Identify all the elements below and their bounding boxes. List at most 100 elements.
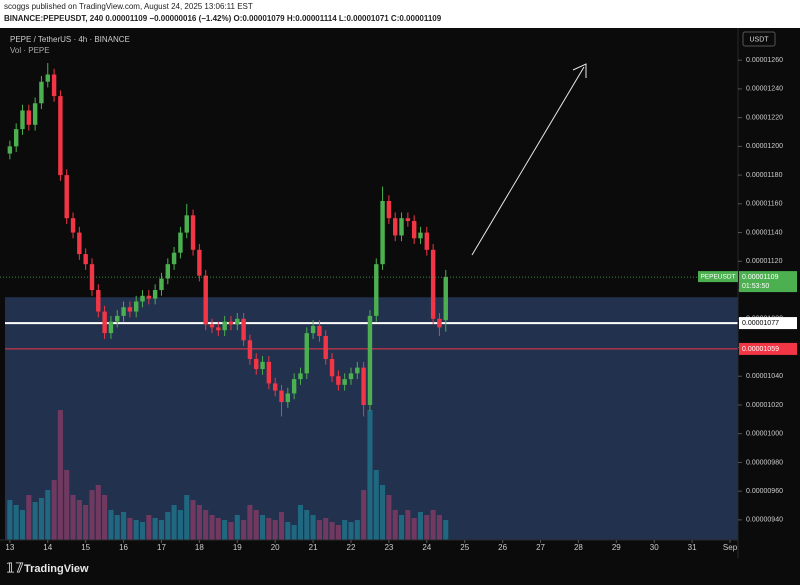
volume-bar xyxy=(260,515,266,540)
volume-bar xyxy=(304,510,310,540)
footer xyxy=(0,558,800,580)
volume-bar xyxy=(348,522,354,540)
candle-body xyxy=(348,373,354,380)
volume-bar xyxy=(253,510,259,540)
candle-body xyxy=(247,340,253,359)
candle-body xyxy=(64,175,69,219)
candle-body xyxy=(304,333,309,374)
volume-bar xyxy=(361,490,367,540)
x-tick-label: 13 xyxy=(5,543,14,552)
level-tag xyxy=(739,342,797,355)
legend-volume: Vol · PEPE xyxy=(10,46,50,55)
volume-bar xyxy=(190,500,196,540)
volume-bar xyxy=(38,498,44,540)
candle-body xyxy=(260,361,265,370)
level-label: 0.00001059 xyxy=(742,346,779,353)
candle-body xyxy=(184,215,189,233)
candle-body xyxy=(152,290,158,299)
y-tick-label: 0.00001200 xyxy=(746,143,783,150)
candle-body xyxy=(355,367,360,374)
y-tick-label: 0.00000960 xyxy=(746,488,783,495)
symbol-tag: PEPEUSDT xyxy=(700,273,735,280)
candle-body xyxy=(209,324,215,328)
volume-bar xyxy=(139,522,146,540)
candle-body xyxy=(13,129,19,147)
x-tick-label: 24 xyxy=(422,543,431,552)
currency-box[interactable] xyxy=(742,31,776,47)
candle-body xyxy=(291,379,297,394)
candle-body xyxy=(222,321,227,331)
candle-body xyxy=(298,373,303,380)
x-tick-label: 22 xyxy=(347,543,356,552)
volume-bar xyxy=(354,520,360,540)
volume-bar xyxy=(177,510,183,540)
plot xyxy=(0,63,738,540)
candle-body xyxy=(159,278,164,291)
candle-body xyxy=(424,232,430,250)
x-tick-label: 28 xyxy=(574,543,583,552)
symbol-tag-box xyxy=(698,271,738,283)
volume-bar xyxy=(108,510,114,540)
candle-body xyxy=(393,218,398,236)
y-tick-label: 0.00001040 xyxy=(746,373,783,380)
y-tick-label: 0.00001160 xyxy=(746,201,783,208)
x-tick-label: 14 xyxy=(43,543,52,552)
candle-body xyxy=(7,146,13,154)
candle-body xyxy=(39,81,44,104)
candle-body xyxy=(418,232,423,239)
volume-bar xyxy=(165,512,171,540)
volume-bar xyxy=(215,518,221,540)
y-tick-label: 0.00000940 xyxy=(746,517,783,524)
candle-body xyxy=(83,254,88,265)
y-tick-label: 0.00000980 xyxy=(746,459,783,466)
projection-arrow xyxy=(471,66,585,256)
candle-body xyxy=(437,318,442,328)
candle-body xyxy=(216,327,221,331)
volume-bar xyxy=(266,518,272,540)
volume-bar xyxy=(127,518,133,540)
volume-bar xyxy=(323,518,329,540)
symbol-line: BINANCE:PEPEUSDT, 240 0.00001109 −0.0000… xyxy=(4,14,442,23)
candle-body xyxy=(108,321,114,334)
candle-body xyxy=(342,379,347,385)
candle-body xyxy=(329,358,335,377)
level-tag xyxy=(739,317,797,330)
candle-body xyxy=(133,301,139,312)
volume-bar xyxy=(272,520,278,540)
x-tick-label: 30 xyxy=(650,543,659,552)
volume-bar xyxy=(247,505,253,540)
candle-body xyxy=(102,311,107,334)
candle-body xyxy=(310,325,316,334)
volume-bar xyxy=(278,512,285,540)
candle-body xyxy=(70,218,76,233)
countdown: 01:53:50 xyxy=(742,283,769,290)
volume-bar xyxy=(209,515,215,540)
volume-bar xyxy=(146,515,152,540)
brand-logo: 𝟙𝟟 xyxy=(6,560,24,575)
candle-body xyxy=(380,200,385,265)
volume-bar xyxy=(76,500,82,540)
volume-bar xyxy=(114,515,120,540)
candle-body xyxy=(430,249,436,319)
volume-bar xyxy=(291,525,297,540)
y-tick-label: 0.00001180 xyxy=(746,172,783,179)
candle-body xyxy=(323,336,328,359)
volume-bar xyxy=(342,520,348,540)
y-tick-label: 0.00001240 xyxy=(746,86,783,93)
candle-body xyxy=(190,215,196,250)
x-tick-label: 27 xyxy=(536,543,545,552)
candle-body xyxy=(32,103,38,125)
x-tick-label: 25 xyxy=(460,543,469,552)
volume-bar xyxy=(133,520,139,540)
last-price-label: 0.00001109 xyxy=(742,274,779,281)
volume-bar xyxy=(95,485,101,540)
volume-bar xyxy=(405,510,411,540)
x-tick-label: 18 xyxy=(195,543,204,552)
candle-body xyxy=(89,264,95,291)
legend-title: PEPE / TetherUS · 4h · BINANCE xyxy=(10,35,130,44)
volume-bar xyxy=(297,505,304,540)
x-tick-label: 16 xyxy=(119,543,128,552)
volume-bar xyxy=(171,505,177,540)
candle-body xyxy=(235,318,240,325)
x-tick-label: 20 xyxy=(271,543,280,552)
